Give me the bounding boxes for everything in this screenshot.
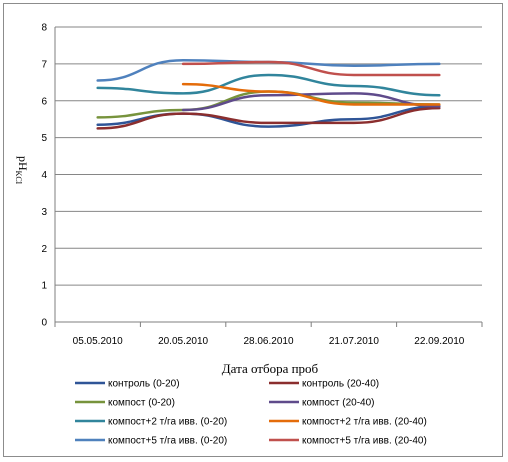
y-tick-label: 2: [41, 244, 47, 255]
x-tick-label: 20.05.2010: [158, 336, 208, 347]
series-line-6: [181, 82, 441, 106]
legend-label: компост+5 т/га ивв. (20-40): [302, 436, 427, 447]
x-tick-label: 22.09.2010: [414, 336, 464, 347]
legend-label: компост+5 т/га ивв. (0-20): [108, 436, 227, 447]
y-tick-label: 8: [41, 23, 47, 34]
legend-label: компост+2 т/га ивв. (20-40): [302, 417, 427, 428]
chart-frame: [3, 3, 503, 457]
y-axis-label-subscript: KCl: [14, 171, 23, 185]
y-tick-label: 3: [41, 207, 47, 218]
legend-label: контроль (0-20): [108, 379, 180, 390]
x-axis-label: Дата отбора проб: [222, 361, 319, 376]
series-line-2: [96, 106, 441, 130]
series-lines: [96, 58, 441, 130]
y-tick-label: 1: [41, 281, 47, 292]
legend-label: компост (0-20): [108, 398, 175, 409]
series-line-8: [181, 60, 441, 77]
y-tick-label: 4: [41, 170, 47, 181]
x-tick-labels: 05.05.2010 20.05.2010 28.06.2010 21.07.2010…: [73, 336, 465, 347]
x-tick-label: 05.05.2010: [73, 336, 123, 347]
y-tick-label: 0: [41, 318, 47, 329]
x-tick-label: 21.07.2010: [329, 336, 379, 347]
legend: контроль (0-20) контроль (20-40) компост (…: [75, 379, 427, 447]
y-tick-label: 7: [41, 59, 47, 70]
legend-label: контроль (20-40): [302, 379, 379, 390]
y-axis-label: pHKCl: [14, 156, 30, 185]
y-tick-label: 6: [41, 96, 47, 107]
svg-text:pHKCl: pHKCl: [14, 156, 30, 185]
legend-label: компост (20-40): [302, 398, 375, 409]
axis-labels: Дата отбора проб pHKCl: [14, 156, 319, 376]
series-line-4: [181, 92, 441, 112]
grid-lines: [54, 26, 483, 327]
x-tick-label: 28.06.2010: [243, 336, 293, 347]
legend-label: компост+2 т/га ивв. (0-20): [108, 417, 227, 428]
series-line-5: [96, 73, 441, 97]
y-tick-label: 5: [41, 133, 47, 144]
y-axis-label-main: pH: [16, 156, 30, 171]
y-tick-labels: 0 1 2 3 4 5 6 7 8: [41, 23, 47, 329]
